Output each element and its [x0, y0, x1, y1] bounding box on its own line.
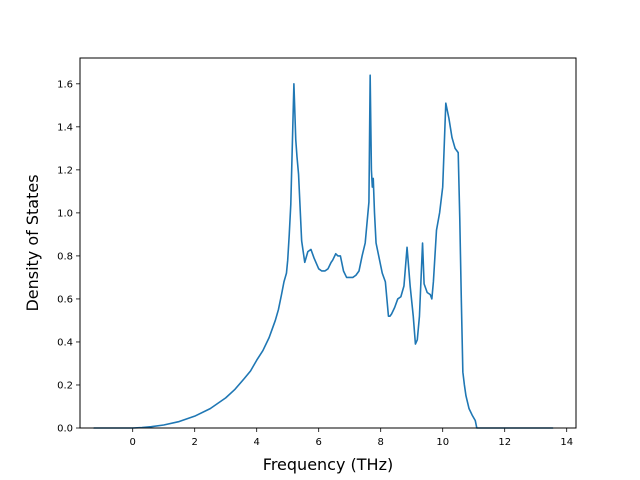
y-axis-label: Density of States	[23, 174, 42, 311]
x-tick-label: 14	[560, 437, 573, 448]
dos-series-line	[93, 74, 554, 429]
y-tick-label: 1.6	[57, 79, 73, 90]
x-tick-label: 10	[436, 437, 449, 448]
x-axis-label: Frequency (THz)	[263, 455, 393, 474]
y-tick-label: 0.6	[57, 294, 73, 305]
y-tick-label: 0.2	[57, 380, 73, 391]
plot-area	[80, 58, 576, 428]
x-tick-label: 12	[498, 437, 511, 448]
x-tick-label: 2	[192, 437, 198, 448]
plot-frame	[79, 57, 577, 429]
y-tick-label: 0.8	[57, 251, 73, 262]
y-axis-ticks: 0.0 0.2 0.4 0.6 0.8 1.0 1.2 1.4 1.6	[57, 79, 80, 435]
y-tick-label: 0.0	[57, 424, 73, 435]
x-tick-label: 4	[254, 437, 260, 448]
series-layer	[93, 74, 554, 429]
x-tick-label: 0	[130, 437, 136, 448]
y-tick-label: 1.2	[57, 165, 73, 176]
x-tick-label: 8	[378, 437, 384, 448]
y-tick-label: 0.4	[57, 337, 73, 348]
y-tick-label: 1.0	[57, 208, 73, 219]
x-tick-label: 6	[316, 437, 322, 448]
y-tick-label: 1.4	[57, 122, 73, 133]
